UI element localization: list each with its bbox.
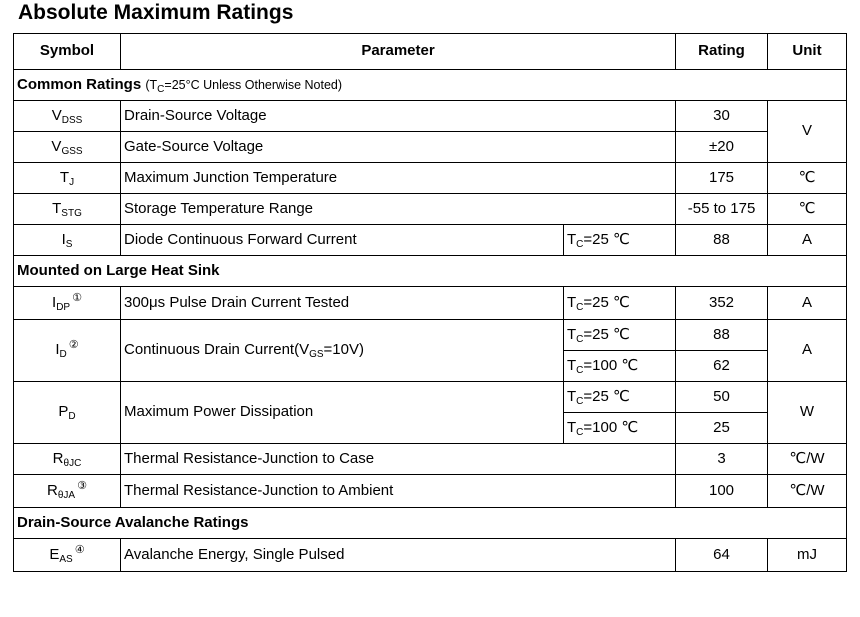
parameter-cell: Maximum Junction Temperature (119, 162, 677, 194)
table-row: TC=100 ℃ 62 (14, 350, 847, 382)
table-row: IS Diode Continuous Forward Current TC=2… (13, 224, 848, 256)
rating-cell: 175 (675, 162, 769, 194)
note-marker: ② (68, 339, 79, 352)
rating-cell: 30 (675, 100, 769, 132)
rating-cell: -55 to 175 (675, 193, 769, 225)
header-unit: Unit (767, 33, 848, 70)
table-row: VGSS Gate-Source Voltage ±20 (13, 131, 847, 163)
note-marker: ④ (74, 543, 85, 556)
rating-cell: ±20 (675, 131, 769, 163)
rating-cell: 25 (675, 412, 769, 444)
rating-cell: 3 (675, 443, 769, 475)
rating-cell: 50 (675, 381, 769, 413)
unit-cell: A (767, 224, 848, 256)
symbol-cell: PD (13, 381, 121, 444)
parameter-cell: Continuous Drain Current(VGS=10V) (120, 319, 564, 382)
symbol-cell: TSTG (13, 193, 121, 225)
table-row: TJ Maximum Junction Temperature 175 ℃ (13, 162, 848, 194)
symbol-cell: RθJC (13, 443, 121, 475)
section-row-common: Common Ratings (TC=25°C Unless Otherwise… (12, 69, 848, 101)
table-row: IDP① 300μs Pulse Drain Current Tested TC… (13, 286, 848, 320)
section-row-avalanche: Drain-Source Avalanche Ratings (12, 507, 848, 539)
parameter-cell: Diode Continuous Forward Current (120, 224, 564, 256)
note-marker: ① (72, 291, 82, 304)
unit-cell: ℃/W (767, 474, 848, 508)
section-row-heatsink: Mounted on Large Heat Sink (12, 255, 848, 287)
rating-cell: 62 (675, 350, 769, 382)
table-row: PD Maximum Power Dissipation TC=25 ℃ 50 … (13, 381, 848, 444)
parameter-cell: 300μs Pulse Drain Current Tested (120, 286, 564, 320)
condition-cell: TC=100 ℃ (562, 412, 677, 444)
parameter-cell: Drain-Source Voltage (119, 100, 677, 132)
symbol-cell: IS (13, 224, 121, 256)
unit-cell: ℃ (767, 162, 848, 194)
parameter-cell: Thermal Resistance-Junction to Case (119, 443, 677, 475)
unit-cell: A (767, 286, 848, 320)
table-row: ID② Continuous Drain Current(VGS=10V) TC… (13, 319, 848, 382)
condition-cell: TC=25 ℃ (562, 286, 677, 320)
unit-cell: ℃/W (767, 443, 848, 475)
symbol-cell: EAS④ (13, 538, 121, 572)
condition-cell: TC=25 ℃ (562, 381, 677, 413)
note-marker: ③ (77, 479, 87, 492)
page-title: Absolute Maximum Ratings (18, 1, 294, 24)
unit-cell: ℃ (767, 193, 848, 225)
symbol-cell: TJ (13, 162, 121, 194)
header-row: Symbol Parameter Rating Unit (13, 33, 848, 70)
condition-cell: TC=100 ℃ (562, 350, 677, 382)
unit-cell: W (767, 381, 848, 444)
rating-cell: 88 (675, 319, 769, 351)
rating-cell: 88 (675, 224, 769, 256)
parameter-cell: Thermal Resistance-Junction to Ambient (119, 474, 677, 508)
table-row: RθJC Thermal Resistance-Junction to Case… (13, 443, 848, 475)
unit-cell: A (767, 319, 848, 382)
section-label: Common Ratings (17, 75, 142, 93)
header-parameter: Parameter (119, 33, 677, 70)
parameter-cell: Gate-Source Voltage (119, 131, 677, 163)
header-symbol: Symbol (13, 33, 121, 70)
section-common: Common Ratings (TC=25°C Unless Otherwise… (12, 69, 848, 101)
rating-cell: 100 (675, 474, 769, 508)
section-avalanche: Drain-Source Avalanche Ratings (12, 507, 848, 539)
section-note: (TC=25°C Unless Otherwise Noted) (145, 77, 343, 95)
ratings-table: Symbol Parameter Rating Unit Common Rati… (12, 33, 848, 572)
symbol-cell: VDSS (13, 100, 121, 132)
section-heatsink: Mounted on Large Heat Sink (12, 255, 848, 287)
table-row: TSTG Storage Temperature Range -55 to 17… (13, 193, 848, 225)
table-row: EAS④ Avalanche Energy, Single Pulsed 64 … (13, 538, 848, 572)
parameter-cell: Avalanche Energy, Single Pulsed (119, 538, 677, 572)
symbol-cell: IDP① (13, 286, 121, 320)
unit-cell: V (767, 100, 848, 163)
symbol-cell: ID② (13, 319, 121, 382)
rating-cell: 64 (675, 538, 769, 572)
rating-cell: 352 (675, 286, 769, 320)
symbol-cell: RθJA③ (13, 474, 121, 508)
parameter-cell: Maximum Power Dissipation (120, 381, 564, 444)
header-rating: Rating (675, 33, 769, 70)
condition-cell: TC=25 ℃ (562, 319, 677, 351)
condition-cell: TC=25 ℃ (562, 224, 677, 256)
table-row: RθJA③ Thermal Resistance-Junction to Amb… (13, 474, 848, 508)
table-row: VDSS Drain-Source Voltage 30 V (13, 100, 848, 163)
unit-cell: mJ (767, 538, 848, 572)
parameter-cell: Storage Temperature Range (119, 193, 677, 225)
symbol-cell: VGSS (13, 131, 121, 163)
